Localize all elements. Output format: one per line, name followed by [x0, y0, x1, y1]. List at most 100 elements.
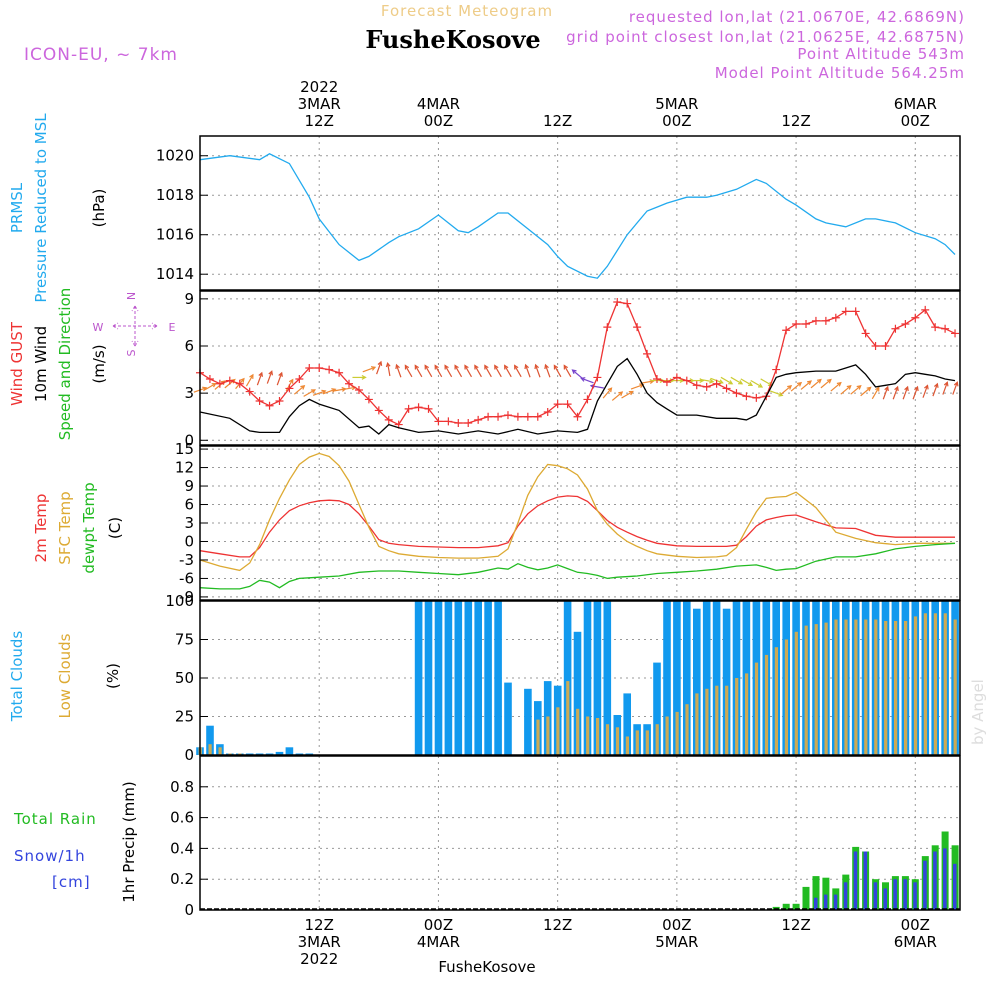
gust-marker: [444, 417, 453, 426]
y-tick-label: -9: [179, 588, 194, 606]
snow-bar: [913, 882, 917, 910]
closest-coords: grid point closest lon,lat (21.0625E, 42…: [566, 28, 965, 46]
low-cloud-bar: [804, 625, 808, 755]
wind-arrow: [700, 378, 714, 383]
low-cloud-bar: [754, 662, 759, 755]
rain-bar: [792, 903, 800, 910]
temp-line: [199, 542, 956, 590]
wind-label: (m/s): [90, 344, 108, 383]
wind-arrow-head: [728, 380, 734, 385]
low-cloud-bar: [953, 619, 957, 755]
model-name: ICON-EU, ~ 7km: [24, 45, 178, 65]
snow-bar: [893, 879, 897, 910]
low-cloud-bar: [824, 622, 828, 755]
total-cloud-bar: [722, 608, 731, 755]
wind-arrow-head: [258, 371, 263, 377]
snow-bar: [843, 882, 848, 910]
snow-bar: [823, 894, 828, 910]
wind-arrow-head: [914, 385, 919, 392]
wind-arrow-head: [875, 386, 880, 392]
wind-arrow-head: [444, 364, 449, 370]
pressure-label: Pressure Reduced to MSL: [32, 113, 50, 303]
low-cloud-bar: [834, 619, 838, 755]
wind-arrow-head: [563, 364, 569, 370]
gust-marker: [354, 386, 363, 394]
wind-arrow: [544, 364, 551, 378]
gust-marker: [275, 397, 284, 405]
wind-arrow: [204, 383, 216, 391]
gust-marker: [603, 323, 612, 332]
low-cloud-bar: [943, 613, 947, 755]
total-cloud-bar: [573, 631, 582, 755]
wind-arrow-head: [424, 364, 430, 370]
low-cloud-bar: [933, 613, 937, 755]
snow-bar: [853, 851, 858, 910]
wind-arrow-head: [943, 381, 949, 387]
low-cloud-bar: [725, 685, 729, 755]
gust-marker: [613, 298, 622, 306]
precip-side-label: Snow/1h: [14, 847, 86, 865]
low-cloud-bar: [536, 719, 540, 755]
frames-layer: [199, 135, 961, 911]
gust-marker: [255, 397, 264, 405]
wind-arrow-head: [300, 384, 306, 390]
time-label-top: 4MAR: [417, 95, 460, 113]
low-cloud-bar: [784, 639, 788, 755]
y-tick-label: 0.4: [170, 839, 194, 857]
gust-marker: [652, 375, 661, 383]
time-label-top: 2022: [300, 78, 338, 96]
wind-arrow: [303, 389, 316, 397]
gust-marker: [285, 384, 294, 393]
gust-marker: [861, 329, 870, 338]
wind10m-line: [199, 357, 956, 435]
wind-arrow: [444, 365, 453, 378]
gust-marker: [782, 326, 791, 335]
panel-frame: [199, 600, 961, 756]
wind-arrow-head: [474, 364, 479, 370]
total-cloud-bar: [434, 601, 443, 755]
gust-marker: [464, 419, 473, 427]
time-label-bottom: 12Z: [305, 916, 334, 934]
low-cloud-bar: [208, 744, 212, 755]
total-cloud-bar: [504, 682, 512, 755]
rain-bar: [812, 876, 820, 910]
wind-arrow-head: [846, 384, 852, 390]
y-tick-label: 50: [175, 669, 194, 687]
wind-arrow: [760, 378, 773, 386]
gust-marker: [633, 323, 642, 332]
low-cloud-bar: [615, 727, 620, 755]
low-cloud-bar: [685, 704, 689, 755]
wind-arrow: [276, 372, 283, 386]
time-label-top: 3MAR: [298, 95, 341, 113]
low-cloud-bar: [546, 716, 550, 755]
clouds-label: Low Clouds: [56, 633, 74, 718]
data-layer: [193, 153, 960, 910]
low-cloud-bar: [904, 621, 908, 755]
low-cloud-bar: [764, 654, 769, 755]
y-tick-label: 1016: [156, 226, 194, 244]
wind-arrow-head: [454, 364, 459, 370]
time-label-top: 12Z: [305, 112, 334, 130]
wind-arrow-head: [884, 385, 889, 392]
wind-arrow-head: [385, 361, 391, 368]
wind-arrow: [514, 365, 522, 378]
wind-arrow-head: [553, 364, 559, 370]
low-cloud-bar: [894, 621, 898, 755]
wind-arrow-head: [787, 384, 793, 390]
y-tick-label: 15: [175, 440, 194, 458]
time-label-top: 12Z: [543, 112, 572, 130]
time-label-top: 5MAR: [655, 95, 698, 113]
gust-marker: [732, 389, 741, 398]
compass-w: W: [93, 321, 104, 334]
low-cloud-bar: [576, 708, 580, 755]
wind-arrow-head: [904, 385, 909, 392]
wind-arrow: [362, 366, 376, 373]
wind-arrow-head: [806, 380, 812, 386]
gust-marker: [831, 313, 840, 322]
wind-arrow-head: [278, 371, 283, 377]
wind-arrow-head: [370, 366, 377, 371]
gust-marker: [881, 342, 890, 350]
time-label-top: 6MAR: [894, 95, 937, 113]
total-cloud-bar: [285, 747, 294, 755]
gust-marker: [742, 392, 751, 401]
